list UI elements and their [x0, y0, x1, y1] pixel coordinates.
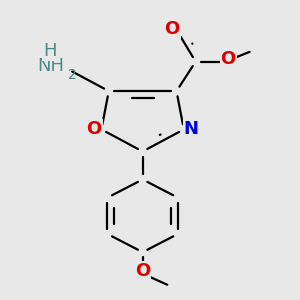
Text: N: N	[184, 120, 199, 138]
Text: O: O	[135, 262, 150, 280]
Text: NH: NH	[38, 57, 64, 75]
Text: 2: 2	[68, 68, 76, 82]
Text: H: H	[43, 42, 57, 60]
Text: O: O	[220, 50, 236, 68]
Text: O: O	[86, 120, 102, 138]
Text: O: O	[164, 20, 180, 38]
